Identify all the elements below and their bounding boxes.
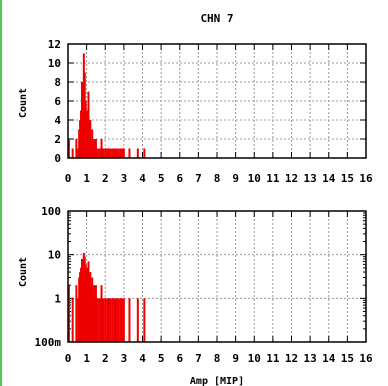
x-tick-label: 12 bbox=[285, 172, 298, 185]
x-tick-label: 15 bbox=[341, 352, 354, 365]
histogram-bar bbox=[113, 298, 116, 342]
x-tick-label: 11 bbox=[266, 172, 280, 185]
histogram-bar bbox=[98, 148, 101, 158]
histogram-bar bbox=[128, 298, 131, 342]
histogram-bar bbox=[115, 148, 118, 158]
x-tick-label: 9 bbox=[232, 352, 239, 365]
y-tick-label: 12 bbox=[48, 38, 61, 51]
y-tick-label: 6 bbox=[54, 95, 61, 108]
histogram-bar bbox=[119, 148, 122, 158]
histogram-bar bbox=[115, 298, 118, 342]
x-tick-label: 6 bbox=[176, 172, 183, 185]
x-tick-label: 9 bbox=[232, 172, 239, 185]
x-tick-label: 13 bbox=[304, 172, 317, 185]
histogram-bar bbox=[143, 298, 146, 342]
x-axis-title: Amp [MIP] bbox=[190, 376, 244, 386]
x-tick-label: 2 bbox=[102, 352, 109, 365]
histogram-bar bbox=[136, 148, 139, 158]
x-tick-label: 14 bbox=[322, 352, 336, 365]
x-tick-label: 16 bbox=[359, 352, 373, 365]
histogram-bar bbox=[102, 148, 105, 158]
histogram-bar bbox=[106, 148, 109, 158]
x-tick-label: 2 bbox=[102, 172, 109, 185]
histogram-bar bbox=[75, 139, 78, 158]
x-tick-label: 10 bbox=[248, 172, 261, 185]
histogram-bar bbox=[67, 285, 70, 342]
histogram-bar bbox=[106, 298, 109, 342]
y-tick-label: 4 bbox=[54, 114, 61, 127]
histogram-bar bbox=[67, 139, 70, 158]
histogram-bar bbox=[109, 148, 112, 158]
x-tick-label: 5 bbox=[158, 172, 165, 185]
y-tick-label: 10 bbox=[48, 249, 61, 262]
y-axis-title-top: Count bbox=[18, 88, 29, 118]
y-tick-label: 1 bbox=[54, 292, 61, 305]
x-tick-label: 5 bbox=[158, 352, 165, 365]
histogram-bar bbox=[87, 91, 90, 158]
histogram-bar bbox=[104, 298, 107, 342]
histogram-bar bbox=[100, 139, 103, 158]
y-tick-label: 100m bbox=[35, 336, 62, 349]
x-tick-label: 6 bbox=[176, 352, 183, 365]
x-tick-label: 4 bbox=[139, 172, 146, 185]
x-tick-label: 14 bbox=[322, 172, 336, 185]
x-tick-label: 7 bbox=[195, 352, 202, 365]
x-tick-label: 13 bbox=[304, 352, 317, 365]
plot-area-frame bbox=[67, 210, 367, 343]
y-tick-label: 10 bbox=[48, 57, 61, 70]
x-tick-label: 0 bbox=[65, 172, 72, 185]
histogram-bar bbox=[128, 148, 131, 158]
histogram-bar bbox=[109, 298, 112, 342]
x-tick-label: 1 bbox=[83, 172, 90, 185]
histogram-bar bbox=[117, 298, 120, 342]
x-tick-label: 8 bbox=[214, 172, 221, 185]
x-tick-label: 10 bbox=[248, 352, 261, 365]
x-tick-label: 16 bbox=[359, 172, 373, 185]
plot-area-frame bbox=[67, 43, 367, 159]
histogram-bar bbox=[96, 148, 99, 158]
histogram-bar bbox=[119, 298, 122, 342]
x-tick-label: 15 bbox=[341, 172, 354, 185]
histogram-bar bbox=[136, 298, 139, 342]
x-tick-label: 4 bbox=[139, 352, 146, 365]
histogram-bar bbox=[100, 285, 103, 342]
histogram-bar bbox=[98, 298, 101, 342]
x-tick-label: 8 bbox=[214, 352, 221, 365]
x-tick-label: 7 bbox=[195, 172, 202, 185]
histogram-bar bbox=[104, 148, 107, 158]
y-tick-label: 8 bbox=[54, 76, 61, 89]
x-tick-label: 1 bbox=[83, 352, 90, 365]
histogram-bar bbox=[71, 298, 74, 342]
x-tick-label: 3 bbox=[121, 352, 128, 365]
x-tick-label: 3 bbox=[121, 172, 128, 185]
chart-title: CHN 7 bbox=[200, 12, 233, 25]
histogram-bar bbox=[121, 298, 124, 342]
y-tick-label: 0 bbox=[54, 152, 61, 165]
y-tick-label: 100 bbox=[41, 205, 61, 218]
y-axis-title-bottom: Count bbox=[18, 257, 29, 287]
histogram-bar bbox=[96, 298, 99, 342]
y-tick-label: 2 bbox=[54, 133, 61, 146]
histogram-bar bbox=[143, 148, 146, 158]
x-tick-label: 11 bbox=[266, 352, 280, 365]
histogram-bar bbox=[107, 298, 110, 342]
histogram-bar bbox=[111, 298, 114, 342]
histogram-bar bbox=[122, 298, 125, 342]
x-tick-label: 0 bbox=[65, 352, 72, 365]
histogram-bar bbox=[91, 129, 94, 158]
histogram-bar bbox=[117, 148, 120, 158]
histogram-bar bbox=[75, 285, 78, 342]
histogram-bar bbox=[121, 148, 124, 158]
histogram-bar bbox=[102, 298, 105, 342]
histogram-bar bbox=[122, 148, 125, 158]
histogram-bar bbox=[71, 148, 74, 158]
x-tick-label: 12 bbox=[285, 352, 298, 365]
histogram-bar bbox=[111, 148, 114, 158]
histogram-bar bbox=[113, 148, 116, 158]
histogram-bar bbox=[107, 148, 110, 158]
